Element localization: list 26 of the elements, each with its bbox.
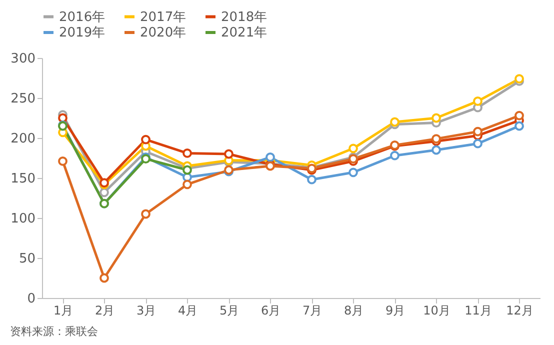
legend-label: 2018年 (221, 10, 268, 25)
legend-label: 2021年 (221, 26, 268, 40)
x-tick-label: 9月 (385, 304, 406, 318)
text: 资料来源：乘联会 (10, 325, 98, 338)
y-tick-label: 250 (10, 92, 36, 106)
y-tick-label: 0 (27, 292, 36, 306)
y-tick-label: 50 (18, 252, 36, 266)
legend-label: 2020年 (140, 26, 186, 40)
legend-label: 2017年 (140, 10, 186, 25)
y-tick-label: 300 (10, 52, 36, 66)
legend-label: 2016年 (59, 10, 106, 25)
x-tick-label: 8月 (344, 304, 364, 318)
y-tick-label: 200 (10, 132, 36, 146)
x-tick-label: 2月 (94, 304, 115, 318)
x-tick-label: 5月 (219, 304, 240, 318)
x-tick-label: 4月 (178, 304, 198, 318)
legend-label: 2019年 (59, 26, 106, 40)
y-tick-label: 100 (10, 212, 36, 226)
x-tick-label: 3月 (136, 304, 156, 318)
y-tick-label: 150 (10, 172, 36, 186)
x-tick-label: 7月 (302, 304, 322, 318)
x-tick-label: 12月 (506, 304, 534, 318)
x-tick-label: 11月 (464, 304, 492, 318)
x-tick-label: 10月 (423, 304, 450, 318)
x-tick-label: 6月 (260, 304, 281, 318)
x-tick-label: 1月 (53, 304, 74, 318)
